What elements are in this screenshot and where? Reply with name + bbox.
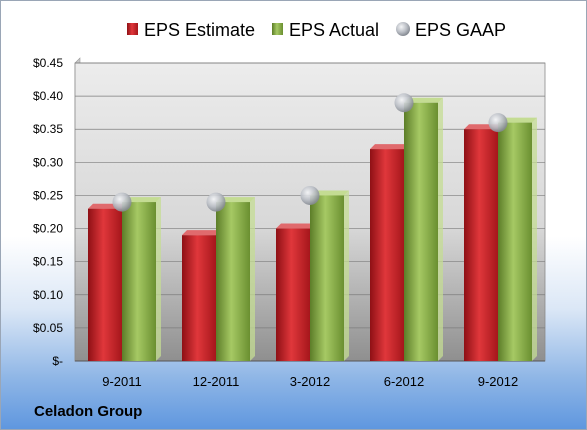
bar-eps-estimate-top: [370, 144, 409, 150]
y-tick-label: $0.30: [33, 155, 63, 169]
bar-eps-actual-top: [404, 97, 443, 103]
bar-eps-actual-top: [498, 117, 537, 123]
y-tick-label: $-: [52, 354, 63, 368]
bar-eps-actual-top: [216, 197, 255, 203]
bar-eps-actual-side: [344, 190, 349, 361]
legend-label: EPS GAAP: [415, 20, 506, 40]
x-tick-label: 12-2011: [193, 374, 240, 389]
point-eps-gaap: [300, 185, 320, 205]
y-tick-label: $0.15: [33, 255, 63, 269]
x-tick-label: 3-2012: [290, 374, 330, 389]
bar-eps-estimate-top: [276, 223, 315, 229]
point-eps-gaap: [206, 192, 226, 212]
y-tick-label: $0.10: [33, 288, 63, 302]
bar-eps-actual-side: [438, 97, 443, 361]
y-tick-label: $0.25: [33, 188, 63, 202]
bar-eps-estimate: [464, 129, 498, 361]
legend-label: EPS Actual: [289, 20, 379, 40]
point-eps-gaap: [394, 93, 414, 113]
bar-eps-actual: [404, 102, 438, 361]
bar-eps-actual-side: [250, 197, 255, 361]
y-tick-label: $0.20: [33, 222, 63, 236]
legend-label: EPS Estimate: [144, 20, 255, 40]
bar-eps-actual-top: [122, 197, 161, 203]
bar-eps-estimate: [88, 208, 122, 361]
bar-eps-actual: [122, 202, 156, 361]
bar-eps-estimate: [370, 149, 404, 361]
bar-eps-actual: [310, 195, 344, 361]
x-tick-label: 9-2012: [478, 374, 518, 389]
y-tick-label: $0.35: [33, 122, 63, 136]
bar-eps-estimate: [276, 228, 310, 361]
bar-eps-actual-top: [310, 190, 349, 196]
y-tick-label: $0.40: [33, 89, 63, 103]
bar-eps-estimate-top: [182, 230, 221, 236]
legend-marker-eps-estimate: [127, 23, 138, 35]
bar-eps-actual-side: [156, 197, 161, 361]
x-tick-label: 9-2011: [102, 374, 142, 389]
bar-eps-actual: [498, 122, 532, 361]
bar-eps-actual: [216, 202, 250, 361]
legend-marker-eps-actual: [272, 23, 283, 35]
point-eps-gaap: [488, 113, 508, 133]
company-name: Celadon Group: [34, 403, 143, 420]
y-tick-label: $0.05: [33, 321, 63, 335]
legend-marker-eps-gaap: [396, 22, 410, 36]
bar-eps-actual-side: [532, 117, 537, 361]
bar-eps-estimate: [182, 235, 216, 361]
x-tick-label: 6-2012: [384, 374, 424, 389]
y-tick-label: $0.45: [33, 56, 63, 70]
point-eps-gaap: [112, 192, 132, 212]
